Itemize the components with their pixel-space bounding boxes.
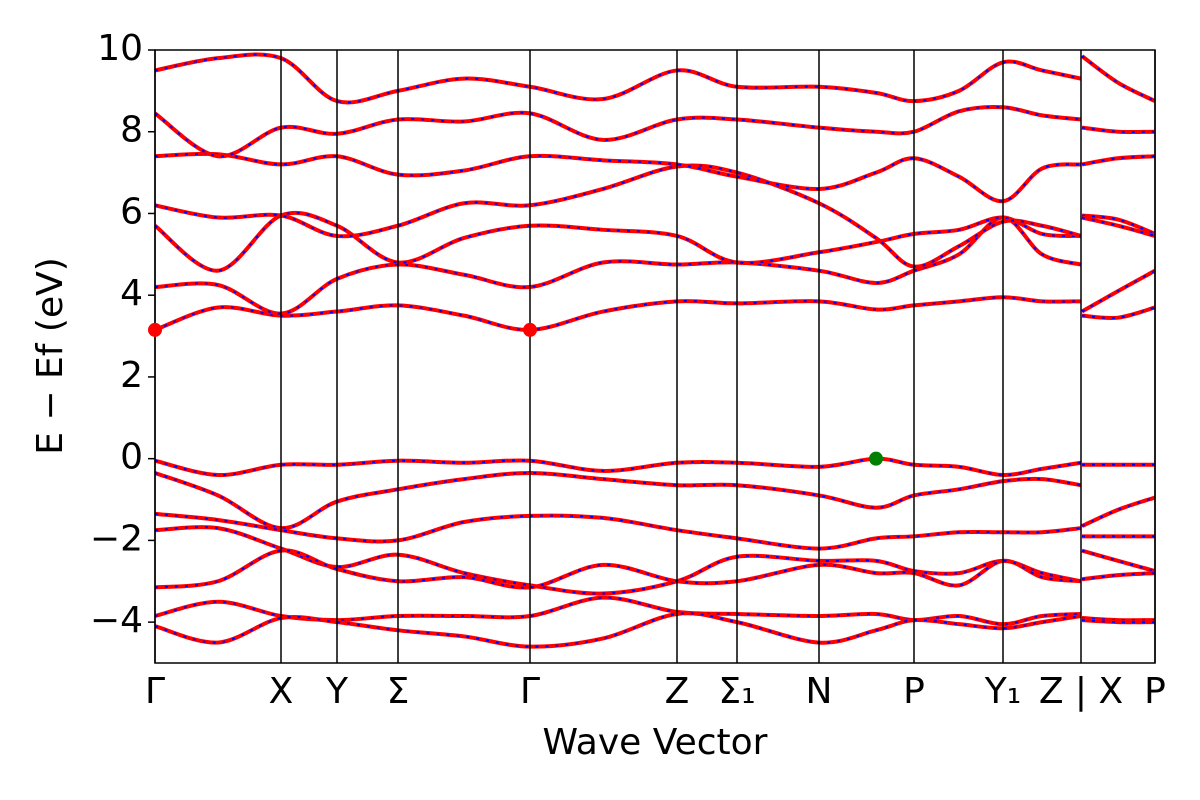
x-tick-label: P <box>903 671 925 712</box>
x-tick-label: Γ <box>145 671 165 712</box>
band-line-dashed <box>155 596 1082 626</box>
band-line <box>1081 571 1155 582</box>
x-tick-label: Y <box>325 671 349 712</box>
band-line <box>155 511 1082 551</box>
band-line <box>155 163 1082 269</box>
plot-area <box>155 52 1155 649</box>
y-tick-label: 2 <box>120 355 143 396</box>
band-line-dashed <box>155 296 1082 331</box>
band-line <box>1081 305 1155 320</box>
band-line <box>1081 215 1155 238</box>
x-tick-label: N <box>806 671 833 712</box>
band-line-dashed <box>155 549 1082 589</box>
y-tick-label: 8 <box>120 110 143 151</box>
x-tick-label: Y₁ <box>984 671 1021 712</box>
y-axis-label: E − Ef (eV) <box>30 257 71 455</box>
band-line-dashed <box>155 471 1082 530</box>
band-line-dashed <box>155 612 1082 648</box>
x-tick-label: X <box>269 671 294 712</box>
x-tick-label: P <box>1144 671 1166 712</box>
band-line <box>155 295 1082 332</box>
y-tick-label: −2 <box>90 518 143 559</box>
band-line <box>1081 154 1155 167</box>
band-line <box>1081 616 1155 623</box>
x-tick-label: Σ₁ <box>718 671 755 712</box>
x-tick-label: Z | X <box>1039 671 1123 712</box>
band-line <box>1081 618 1155 625</box>
band-line-dashed <box>155 164 1082 268</box>
band-line <box>155 456 1082 478</box>
band-edge-marker <box>148 322 162 337</box>
x-tick-label: Z <box>665 671 690 712</box>
y-tick-label: 10 <box>97 28 143 69</box>
band-line-dashed <box>1081 55 1155 102</box>
band-line-dashed <box>155 105 1082 158</box>
band-line <box>155 52 1082 105</box>
band-line <box>155 548 1082 590</box>
band-line <box>1080 54 1155 103</box>
band-edge-marker <box>523 322 537 337</box>
band-line <box>1081 125 1155 135</box>
band-line <box>155 104 1082 159</box>
band-line-dashed <box>155 211 1082 272</box>
band-line <box>1081 213 1155 236</box>
band-line <box>155 151 1082 204</box>
band-line-dashed <box>1081 269 1155 313</box>
y-tick-label: 0 <box>120 437 143 478</box>
band-edge-marker <box>869 451 883 466</box>
y-tick-label: 4 <box>120 273 143 314</box>
band-line <box>1081 548 1155 573</box>
x-tick-label: Σ <box>387 671 410 712</box>
band-line <box>1081 495 1155 528</box>
plot-frame <box>154 49 1156 664</box>
band-line-dashed <box>155 216 1082 315</box>
x-axis-label: Wave Vector <box>543 722 768 763</box>
band-line-dashed <box>155 152 1082 203</box>
y-tick-label: 6 <box>120 191 143 232</box>
y-tick-label: −4 <box>90 600 143 641</box>
x-tick-label: Γ <box>520 671 540 712</box>
